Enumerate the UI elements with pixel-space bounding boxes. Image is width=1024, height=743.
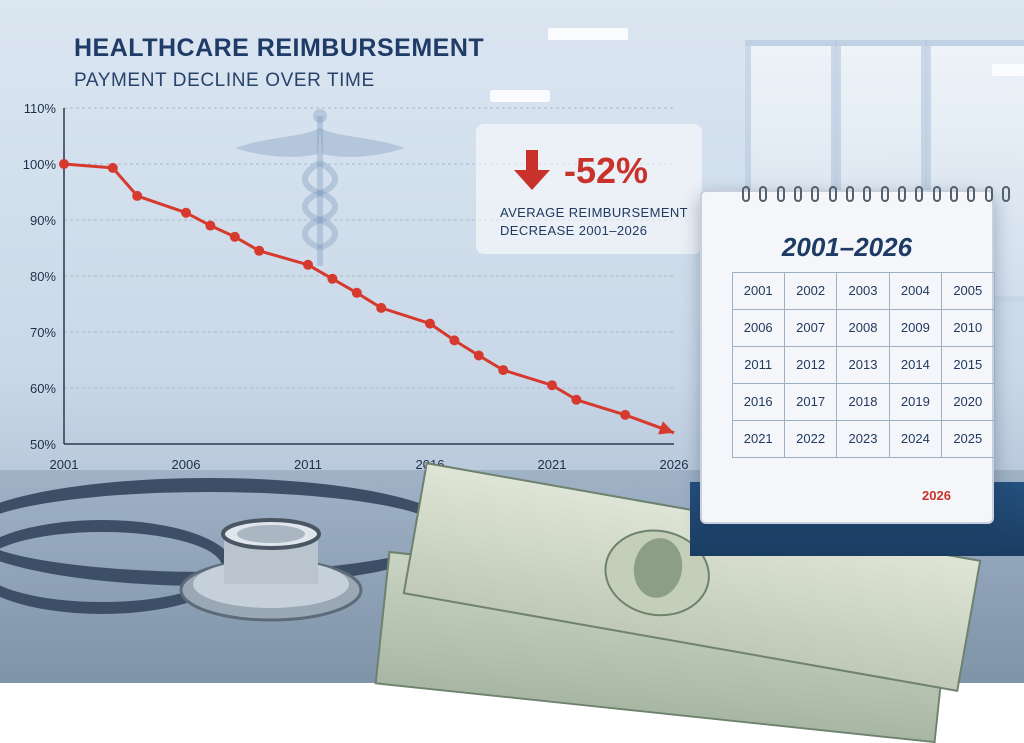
data-point [425,318,435,329]
portrait-icon [604,529,710,617]
calendar-ring [863,186,872,202]
calendar-year-cell: 2009 [888,308,943,347]
chart-subtitle: PAYMENT DECLINE OVER TIME [74,70,375,91]
calendar-year-cell: 2025 [941,419,995,458]
calendar-rings [742,186,1010,204]
calendar-year-cell: 2001 [731,271,785,310]
line-arrowhead [658,421,674,435]
data-point [571,394,582,405]
calendar-ring [1001,186,1010,202]
data-point [205,220,216,231]
calendar-year-cell: 2020 [941,382,995,421]
calendar-year-cell: 2002 [783,271,838,310]
calendar-year-cell: 2019 [888,382,943,421]
calendar-year-cell: 2004 [888,271,943,310]
calendar-final-year: 2026 [922,488,951,503]
calendar-year-cell: 2017 [783,382,838,421]
data-point [620,409,631,420]
calendar-ring [759,186,768,202]
x-tick-label: 2001 [50,457,79,472]
data-point [181,207,191,218]
data-point [254,245,265,256]
y-tick-label: 80% [30,269,56,284]
calendar-ring [742,186,750,202]
calendar-year-cell: 2011 [731,345,785,384]
calendar-year-cell: 2016 [731,382,785,421]
y-tick-label: 60% [30,381,56,396]
calendar-ring [880,186,889,202]
data-point [473,350,484,361]
decline-percent: -52% [564,150,649,191]
dollar-bill-100 [402,462,982,692]
calendar-year-cell: 2003 [836,271,890,310]
data-point [547,380,557,391]
data-point [229,231,240,242]
chart-title: Healthcare Reimbursement [74,34,485,62]
x-tick-label: 2021 [538,457,567,472]
caduceus-icon [235,109,405,266]
data-point [449,335,460,346]
stethoscope-chestpiece-icon [179,518,363,622]
calendar-ring [949,186,958,202]
x-tick-label: 2006 [172,457,201,472]
calendar-ring [776,186,785,202]
data-point [132,190,143,201]
calendar-year-cell: 2006 [731,308,785,347]
decline-callout: -52% AVERAGE REIMBURSEMENT DECREASE 2001… [476,124,702,254]
calendar-year-cell: 2008 [836,308,890,347]
points-layer [59,159,674,435]
calendar-ring [793,186,802,202]
calendar-ring [967,186,976,202]
decline-description: AVERAGE REIMBURSEMENT DECREASE 2001–2026 [500,205,688,238]
data-point [303,259,313,270]
calendar-year-cell: 2013 [836,345,890,384]
calendar-ring [984,186,993,202]
calendar-year-cell: 2022 [783,419,838,458]
calendar-ring [828,186,837,202]
calendar-ring [811,186,820,202]
desk-calendar: 2001–2026 2001 2002 2003 2004 2005 2006 2007 20… [700,190,995,524]
calendar-ring [915,186,924,202]
calendar-ring [897,186,906,202]
calendar-year-cell: 2023 [836,419,890,458]
calendar-title: 2001–2026 [781,232,913,262]
data-point [59,159,69,169]
y-tick-label: 110% [24,101,57,116]
calendar-grid: 2001 2002 2003 2004 2005 2006 2007 2008 2009 2010… [731,271,995,458]
calendar-year-cell: 2012 [783,345,838,384]
calendar-ring [845,186,854,202]
y-tick-label: 90% [30,213,56,228]
x-tick-label: 2011 [294,457,322,472]
y-tick-label: 70% [30,325,56,340]
data-point [327,273,338,284]
calendar-year-cell: 2018 [836,382,890,421]
data-point [376,302,387,313]
ceiling-light [490,90,550,102]
calendar-year-cell: 2010 [941,308,995,347]
down-arrow-icon [514,150,550,190]
calendar-year-cell: 2015 [941,345,995,384]
calendar-year-cell: 2005 [941,271,995,310]
calendar-year-cell: 2014 [888,345,943,384]
ceiling-light [548,28,628,40]
data-point [351,287,362,298]
calendar-ring [932,186,941,202]
data-point [498,365,509,376]
x-tick-label: 2026 [660,457,689,472]
data-point [107,162,118,173]
calendar-year-cell: 2007 [783,308,838,347]
calendar-year-cell: 2024 [888,419,943,458]
calendar-year-cell: 2021 [731,419,785,458]
y-tick-label: 100% [23,157,57,172]
y-tick-label: 50% [30,437,56,452]
